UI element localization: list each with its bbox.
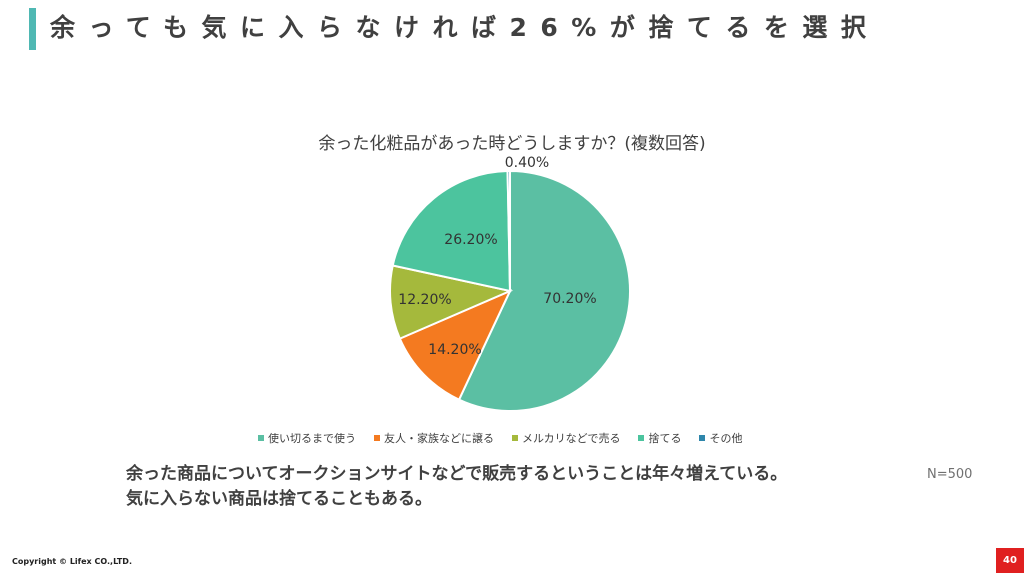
sample-size: N=500	[927, 467, 973, 482]
legend-label: その他	[709, 432, 743, 445]
summary-text: 余った商品についてオークションサイトなどで販売するということは年々増えている。 …	[126, 462, 787, 512]
slide-title: 余っても気に入らなければ26%が捨てるを選択	[50, 13, 880, 42]
data-label: 0.40%	[505, 155, 549, 171]
legend-label: 使い切るまで使う	[268, 432, 356, 445]
legend-item: その他	[699, 430, 742, 446]
pie-slice	[391, 170, 512, 293]
copyright: Copyright © Lifex CO.,LTD.	[12, 557, 132, 566]
legend-label: 捨てる	[648, 432, 682, 445]
legend-item: 捨てる	[638, 430, 681, 446]
legend-swatch	[512, 435, 518, 441]
pie-slice	[457, 169, 631, 412]
title-accent-bar	[29, 8, 36, 50]
legend-label: メルカリなどで売る	[522, 432, 621, 445]
summary-line: 気に入らない商品は捨てることもある。	[126, 489, 432, 509]
data-label: 14.20%	[428, 342, 481, 358]
legend-item: 使い切るまで使う	[258, 430, 356, 446]
pie-slice	[506, 169, 511, 292]
legend-swatch	[638, 435, 645, 441]
legend-item: メルカリなどで売る	[512, 430, 620, 446]
legend-swatch	[374, 435, 380, 441]
summary-line: 余った商品についてオークションサイトなどで販売するということは年々増えている。	[126, 464, 788, 484]
data-label: 26.20%	[444, 232, 497, 248]
pie-slice	[398, 289, 513, 401]
legend-label: 友人・家族などに譲る	[384, 432, 494, 445]
page-number: 40	[996, 548, 1024, 573]
chart-legend: 使い切るまで使う 友人・家族などに譲る メルカリなどで売る 捨てる その他	[258, 430, 742, 446]
data-label: 12.20%	[398, 292, 451, 308]
legend-item: 友人・家族などに譲る	[374, 430, 494, 446]
pie-slice	[389, 264, 514, 340]
legend-swatch	[699, 435, 706, 441]
legend-swatch	[258, 435, 264, 441]
chart-title: 余った化粧品があった時どうしますか？(複数回答)	[318, 134, 706, 154]
data-label: 70.20%	[543, 291, 596, 307]
